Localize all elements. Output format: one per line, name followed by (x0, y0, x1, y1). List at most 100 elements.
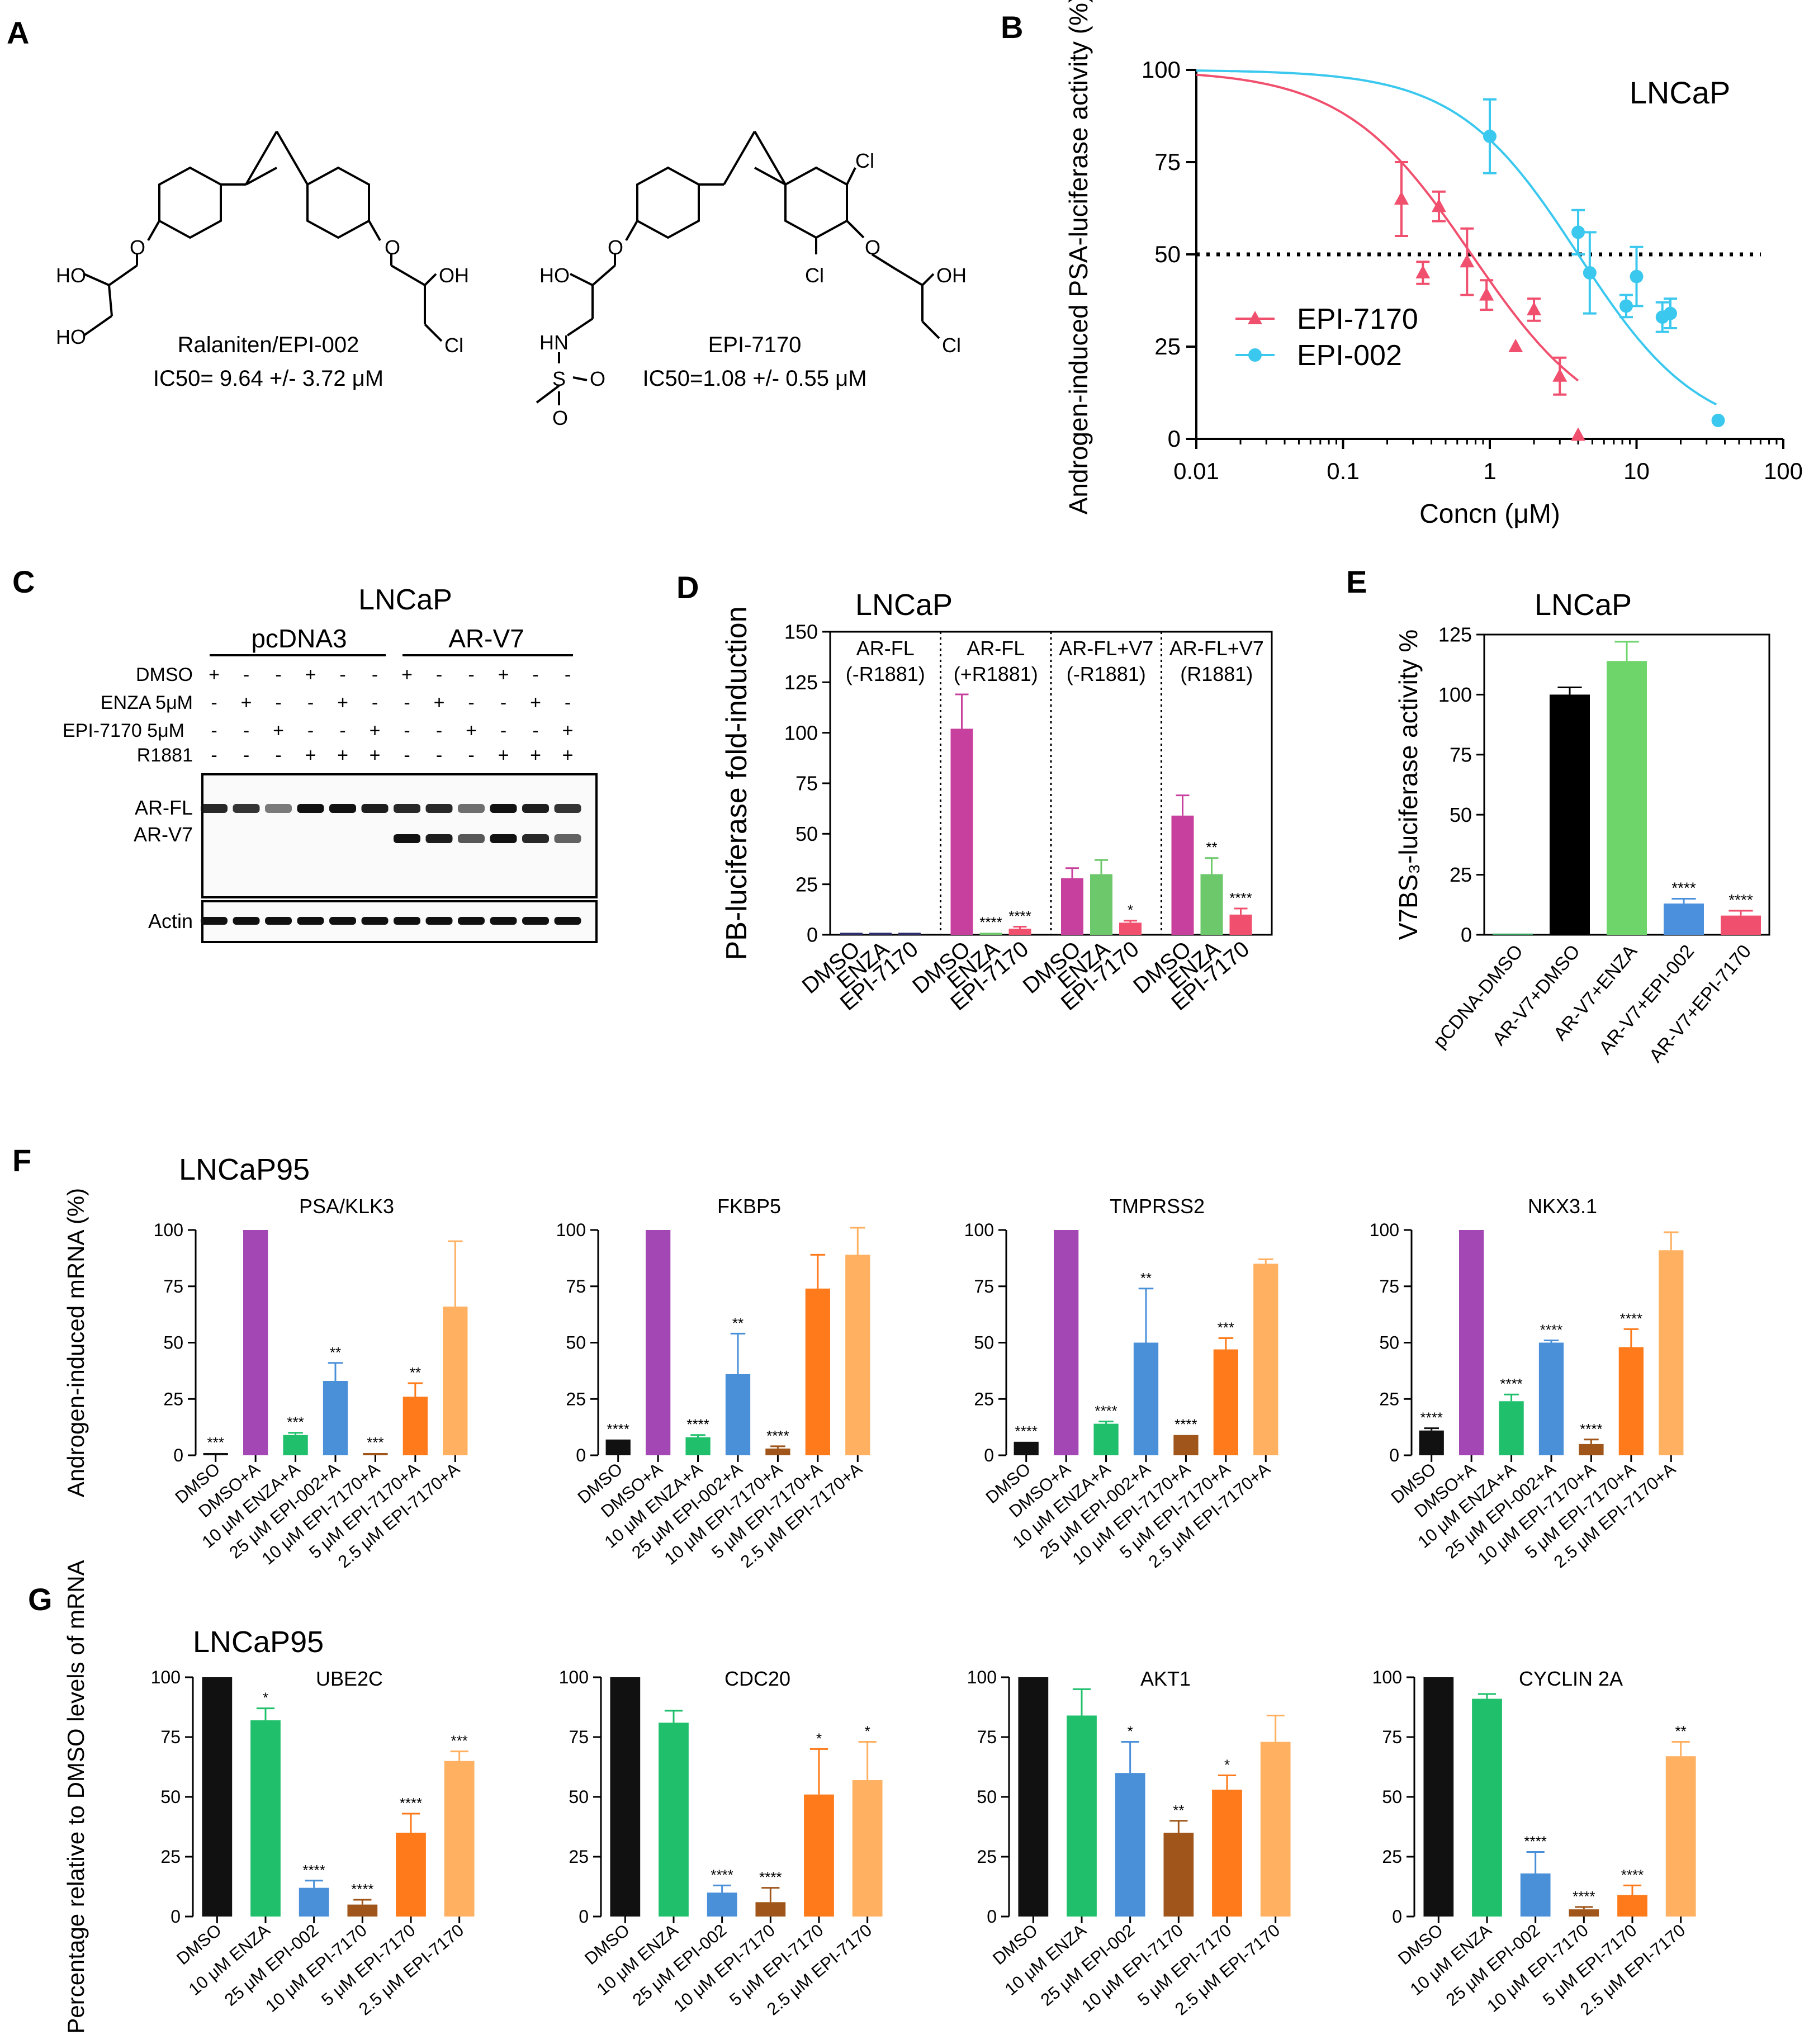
f-psa-klk3-bar (283, 1435, 308, 1455)
d-y-tick-label: 50 (795, 822, 818, 845)
band-actin (297, 917, 324, 925)
b-x-tick-label: 100 (1764, 458, 1803, 484)
g-cyclin-2a-y-tick-label: 25 (1382, 1847, 1402, 1867)
blot-sign: + (241, 692, 252, 713)
blot-row-dmso: DMSO (136, 664, 193, 685)
panel-g-relative-mrna: LNCaP95 Percentage relative to DMSO level… (63, 1560, 1696, 2034)
g-cell-line: LNCaP95 (193, 1625, 324, 1659)
f-nkx3-1-significance: **** (1540, 1321, 1562, 1338)
g-cyclin-2a-y-tick-label: 75 (1382, 1727, 1402, 1747)
atom-oh-2: OH (936, 264, 967, 287)
d-group-label: (-R1881) (846, 663, 925, 685)
band-ar-fl (490, 804, 517, 813)
blot-sign: - (500, 692, 506, 713)
b-y-tick-label: 100 (1142, 56, 1181, 83)
f-fkbp5-significance: **** (686, 1416, 709, 1433)
g-ube2c-y-tick-label: 50 (160, 1787, 181, 1807)
e-y-tick-label: 125 (1438, 623, 1472, 646)
d-group-label: (R1881) (1180, 663, 1253, 685)
g-ube2c-bar (202, 1677, 233, 1917)
d-bar (950, 728, 973, 935)
blot-sign: - (404, 745, 410, 766)
g-ube2c-y-tick-label: 100 (151, 1667, 181, 1687)
epi002-name: Ralaniten/EPI-002 (178, 333, 359, 357)
d-bar (1229, 914, 1252, 935)
epi-002-legend-label: EPI-002 (1297, 339, 1402, 372)
f-nkx3-1-significance: **** (1580, 1421, 1602, 1437)
d-y-tick-label: 0 (807, 924, 818, 947)
f-nkx3-1-bar (1538, 1342, 1564, 1455)
g-cdc20-significance: * (865, 1723, 870, 1740)
g-ube2c-bar (396, 1833, 426, 1917)
blot-sign: - (372, 664, 378, 685)
g-ube2c-title: UBE2C (316, 1667, 383, 1690)
blot-group-pcdna3: pcDNA3 (251, 624, 347, 653)
g-cdc20-significance: **** (759, 1869, 782, 1886)
blot-sign: - (532, 720, 538, 741)
blot-sign: - (307, 692, 314, 713)
g-cyclin-2a-significance: **** (1573, 1888, 1595, 1905)
blot-sign: - (468, 692, 474, 713)
f-psa-klk3-significance: *** (367, 1434, 383, 1451)
g-cyclin-2a-y-tick-label: 0 (1392, 1906, 1402, 1927)
f-fkbp5-y-tick-label: 50 (566, 1333, 586, 1353)
band-actin (233, 917, 260, 925)
g-cyclin-2a-bar (1472, 1698, 1502, 1917)
f-tmprss2-title: TMPRSS2 (1110, 1195, 1205, 1218)
f-tmprss2-bar (1093, 1423, 1119, 1455)
blot-sign: - (339, 720, 345, 741)
panel-letter-d: D (676, 570, 699, 605)
band-ar-fl (458, 804, 485, 813)
f-nkx3-1-bar (1419, 1430, 1444, 1455)
band-ar-fl (265, 804, 292, 813)
e-y-tick-label: 25 (1450, 863, 1472, 886)
d-bar (1119, 922, 1142, 935)
f-nkx3-1-y-tick-label: 50 (1379, 1333, 1399, 1353)
atom-oh: OH (439, 264, 469, 287)
f-fkbp5-bar (725, 1374, 751, 1455)
blot-sign: + (370, 745, 381, 766)
b-x-tick-label: 0.1 (1327, 458, 1359, 484)
d-significance: **** (1229, 889, 1252, 906)
f-psa-klk3-y-tick-label: 0 (173, 1445, 183, 1465)
atom-hn: HN (539, 331, 569, 354)
epi-7170-point (1479, 287, 1494, 301)
blot-sign: + (530, 745, 541, 766)
d-group-label: AR-FL+V7 (1169, 637, 1264, 660)
d-y-tick-label: 150 (784, 621, 818, 644)
epi-7170-point (1552, 368, 1568, 382)
f-psa-klk3-significance: ** (330, 1344, 341, 1361)
band-ar-fl (361, 804, 389, 813)
f-nkx3-1-bar (1579, 1444, 1604, 1455)
blot-sign: - (275, 745, 281, 766)
band-ar-fl (522, 804, 549, 813)
f-tmprss2-significance: **** (1095, 1403, 1117, 1420)
blot-row-r1881: R1881 (137, 745, 193, 766)
f-tmprss2-significance: **** (1175, 1416, 1197, 1433)
g-ube2c-bar (347, 1904, 378, 1917)
g-akt1-y-tick-label: 100 (967, 1667, 997, 1687)
atom-ho-1: HO (56, 264, 86, 287)
f-tmprss2-bar (1173, 1435, 1199, 1455)
g-akt1-bar (1260, 1742, 1291, 1917)
epi-002-fit-curve (1196, 69, 1717, 406)
d-y-axis-label: PB-luciferase fold-induction (721, 607, 753, 961)
band-ar-fl (394, 804, 420, 813)
g-akt1-y-tick-label: 50 (977, 1787, 997, 1807)
epi-7170-legend-label: EPI-7170 (1297, 303, 1418, 335)
g-akt1-bar (1018, 1677, 1049, 1917)
g-akt1-bar (1163, 1833, 1194, 1917)
blot-title: LNCaP (358, 584, 452, 616)
g-cyclin-2a-significance: **** (1621, 1866, 1644, 1883)
g-ube2c-significance: **** (400, 1795, 422, 1811)
f-tmprss2-bar (1253, 1264, 1278, 1455)
band-ar-fl (201, 804, 228, 813)
f-cell-line: LNCaP95 (179, 1153, 310, 1186)
g-akt1-title: AKT1 (1140, 1667, 1191, 1690)
g-akt1-y-tick-label: 25 (977, 1847, 997, 1867)
d-significance: **** (1008, 908, 1031, 925)
panel-letter-b: B (1001, 10, 1023, 45)
blot-sign: - (275, 664, 281, 685)
f-nkx3-1-y-tick-label: 25 (1379, 1389, 1399, 1409)
